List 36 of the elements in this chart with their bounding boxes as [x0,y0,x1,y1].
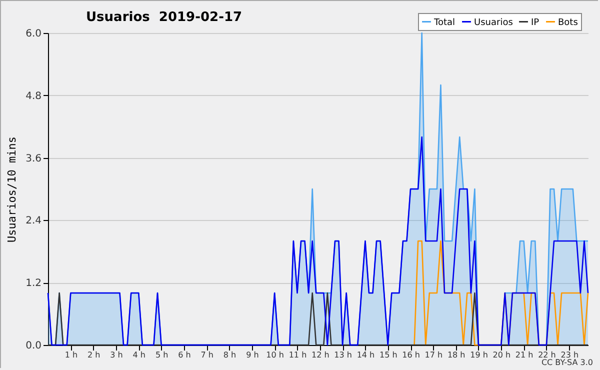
legend-label: Usuarios [474,18,514,28]
x-tick-label: 16 h [402,350,420,360]
x-tick-label: 4 h [132,350,146,360]
text: CC BY-SA 3.0 [541,358,593,367]
x-tick-label: 7 h [200,350,214,360]
x-tick-label: 6 h [178,350,191,360]
x-tick-label: 19 h [470,350,488,360]
x-tick-label: 21 h [515,350,534,360]
x-tick-label: 22 h [538,350,556,360]
x-tick-label: 3 h [110,350,123,360]
y-axis-title: Usuarios/10 mins [6,136,19,242]
y-tick-label: 3.6 [26,153,42,164]
y-tick-label: 2.4 [26,216,42,227]
legend-label: IP [531,18,540,28]
x-tick-label: 12 h [311,350,330,360]
x-tick-label: 2 h [87,350,100,360]
x-tick-label: 5 h [155,350,168,360]
chart-title: Usuarios 2019-02-17 [86,10,242,25]
legend-label: Total [433,18,456,28]
x-tick-label: 14 h [356,350,375,360]
x-tick-label: 10 h [266,350,284,360]
x-tick-label: 18 h [447,350,466,360]
x-tick-label: 20 h [492,350,511,360]
x-tick-label: 11 h [288,350,307,360]
y-tick-label: 1.2 [26,278,42,290]
x-tick-label: 9 h [246,350,259,360]
x-tick-label: 17 h [424,350,443,360]
x-tick-label: 15 h [379,350,398,360]
y-tick-label: 6.0 [26,28,42,40]
x-tick-label: 8 h [223,350,236,360]
y-tick-label: 0.0 [26,340,42,352]
legend-label: Bots [558,18,578,28]
x-tick-label: 13 h [334,350,352,360]
y-tick-label: 4.8 [26,90,42,102]
x-tick-label: 23 h [560,350,579,360]
x-tick-label: 1 h [64,350,78,360]
